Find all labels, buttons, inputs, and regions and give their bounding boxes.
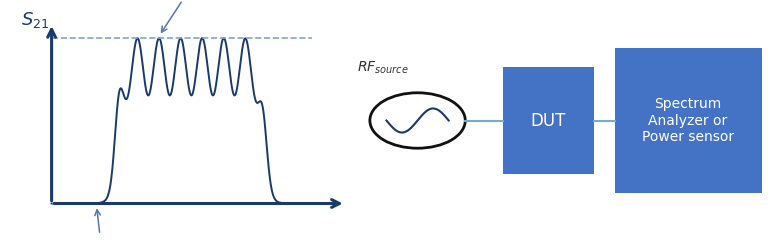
Text: DUT: DUT bbox=[531, 112, 566, 129]
FancyBboxPatch shape bbox=[502, 67, 594, 174]
Text: $S_{21}$: $S_{21}$ bbox=[22, 10, 49, 30]
FancyBboxPatch shape bbox=[614, 48, 762, 193]
Text: Spectrum
Analyzer or
Power sensor: Spectrum Analyzer or Power sensor bbox=[642, 97, 734, 144]
Text: $RF_{source}$: $RF_{source}$ bbox=[357, 59, 409, 76]
